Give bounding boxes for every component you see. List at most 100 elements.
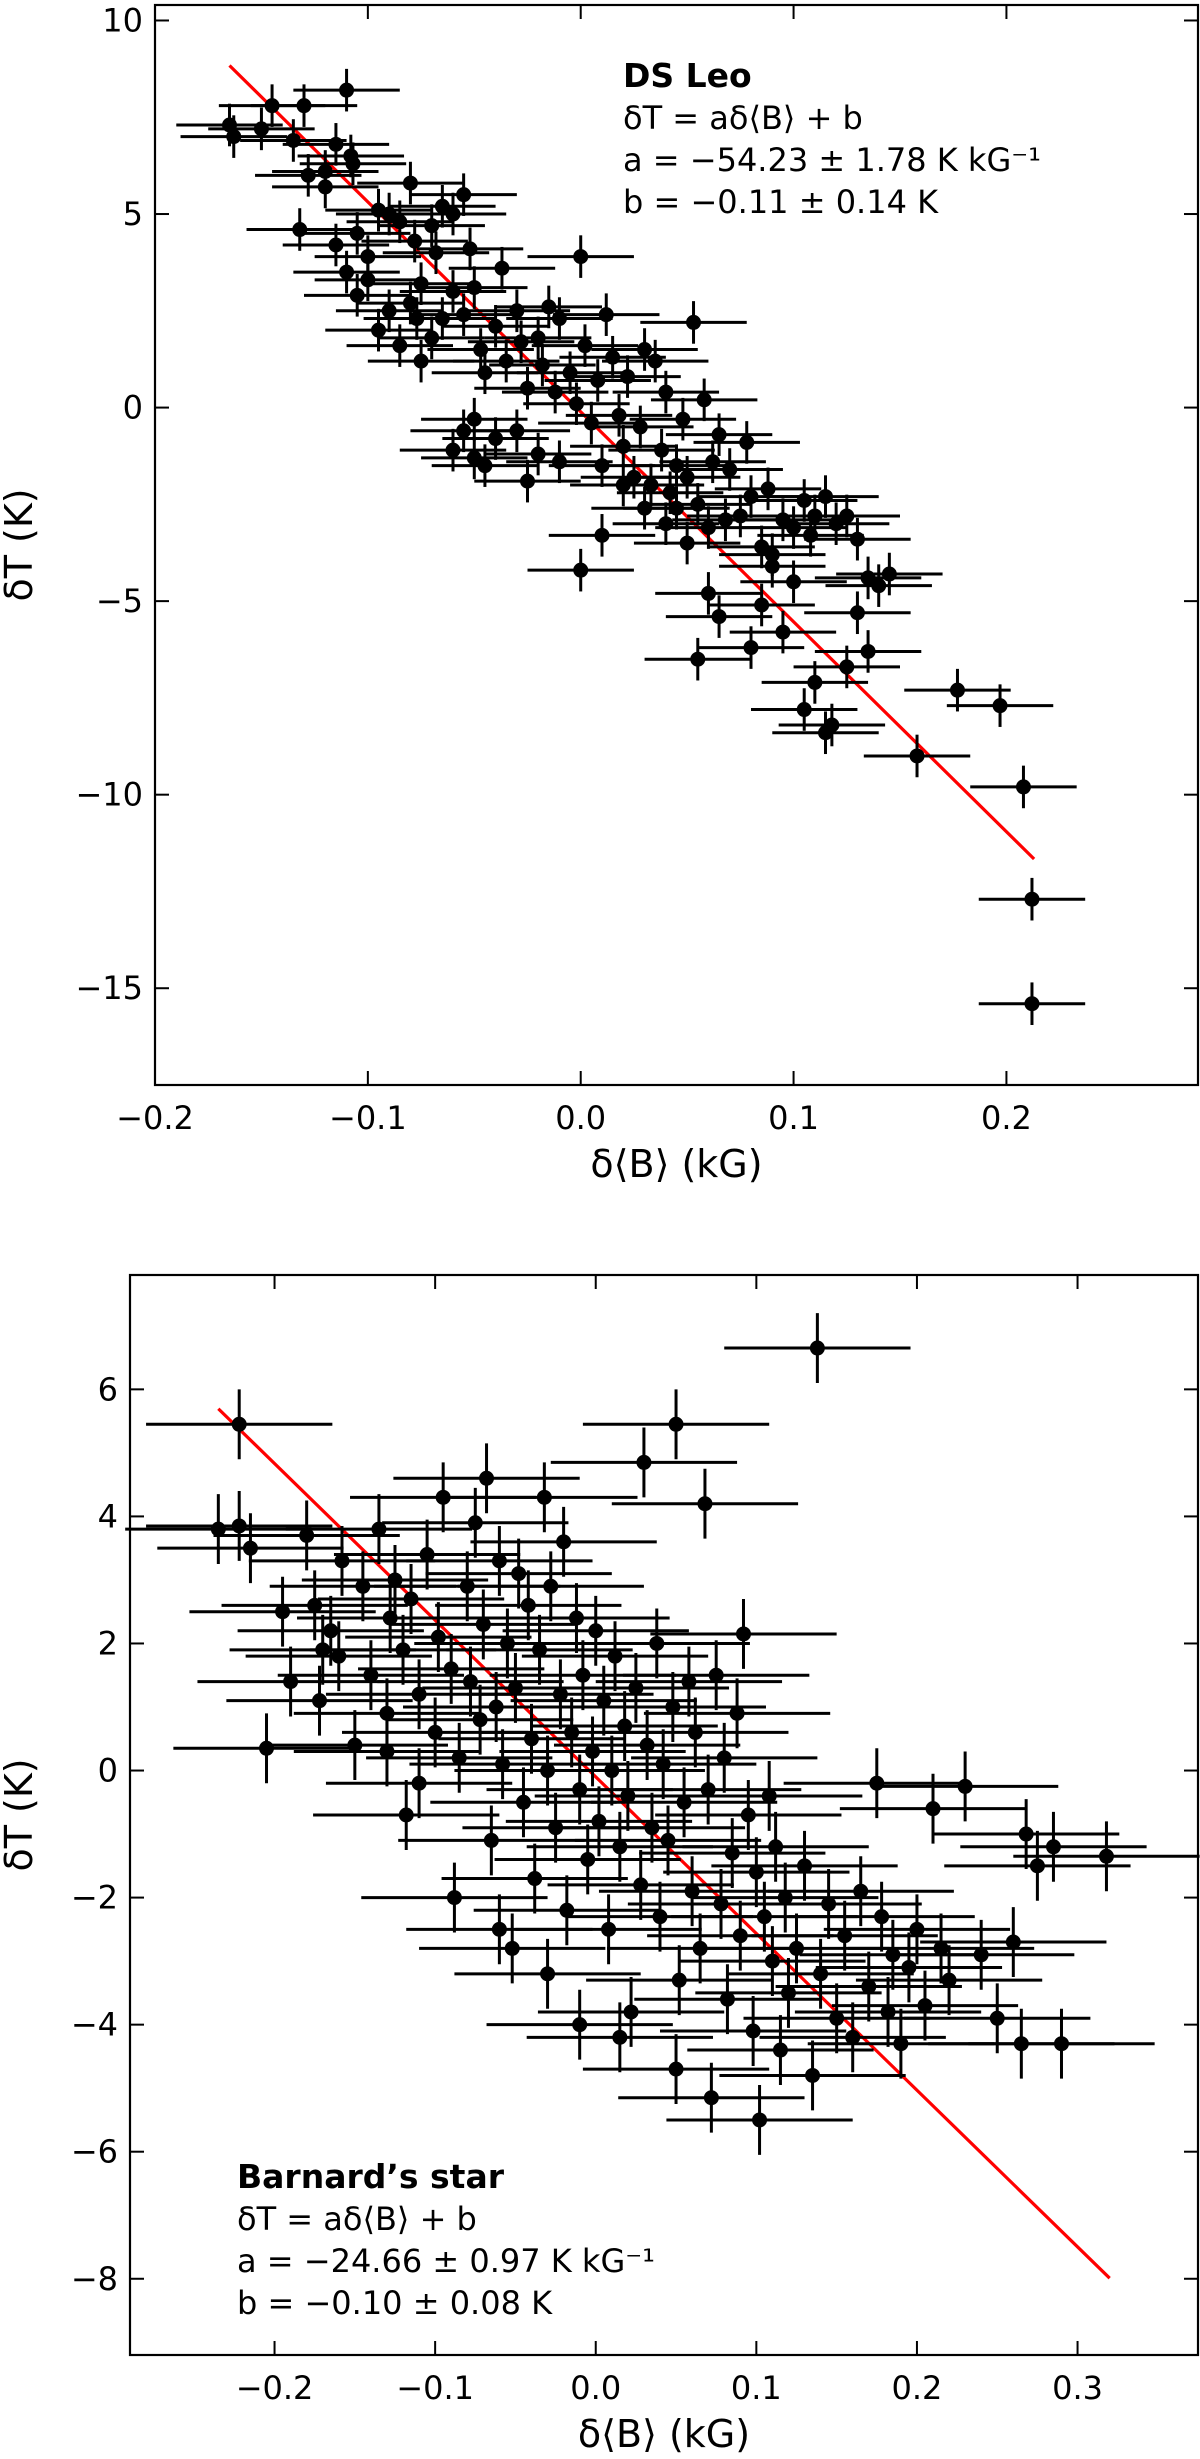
chart0-marker-108 (445, 442, 461, 458)
chart1-marker-133 (941, 1972, 957, 1988)
chart1-marker-48 (527, 1871, 543, 1887)
chart0-marker-14 (328, 237, 344, 253)
chart0-point-102 (814, 556, 922, 600)
chart1-point-101 (655, 1780, 842, 1850)
chart1-point-40 (409, 1729, 596, 1800)
chart1-point-10 (237, 1595, 424, 1666)
chart0-marker-46 (494, 260, 510, 276)
chart1-marker-128 (901, 1959, 917, 1975)
chart1-marker-81 (660, 1832, 676, 1848)
chart1-marker-94 (713, 1896, 729, 1912)
chart1-point-65 (510, 1665, 697, 1736)
chart1-point-150 (229, 1614, 416, 1685)
chart0-point-120 (633, 521, 741, 565)
chart1-marker-38 (488, 1699, 504, 1715)
chart1-point-4 (173, 1713, 360, 1784)
chart1-point-146 (454, 1938, 641, 2009)
chart0-marker-103 (881, 566, 897, 582)
chart1-point-55 (470, 1506, 657, 1577)
chart1-marker-19 (387, 1572, 403, 1588)
chart0-point-135 (814, 630, 922, 673)
chart0-point-105 (442, 417, 549, 460)
chart1-point-21 (313, 1780, 500, 1850)
chart0-marker-113 (551, 454, 567, 470)
chart0-marker-67 (620, 369, 636, 385)
chart1-ytick-label-3: −2 (71, 1879, 118, 1917)
chart0-marker-133 (839, 659, 855, 675)
chart0-marker-91 (760, 481, 776, 497)
chart1-marker-66 (601, 1921, 617, 1937)
chart1-marker-134 (957, 1778, 973, 1794)
chart1-point-44 (425, 1538, 612, 1609)
chart0-marker-72 (647, 353, 663, 369)
chart1-xtick-label-4: 0.2 (892, 2369, 943, 2407)
chart0-marker-74 (658, 384, 674, 400)
chart1-point-119 (751, 1900, 938, 1971)
chart1-point-73 (542, 1653, 730, 1723)
chart0-point-88 (693, 421, 800, 464)
chart0-point-31 (314, 258, 422, 302)
chart0-point-114 (527, 548, 634, 592)
chart0-marker-75 (662, 485, 678, 501)
chart0-marker-123 (711, 609, 727, 625)
chart1-point-147 (582, 2034, 770, 2105)
chart0-marker-119 (669, 500, 684, 516)
chart0-marker-106 (466, 450, 482, 466)
chart1-point-87 (598, 1856, 786, 1927)
chart1-marker-92 (703, 2090, 719, 2106)
chart1-marker-22 (403, 1591, 419, 1607)
chart0-point-140 (970, 765, 1077, 809)
chart0-marker-101 (849, 531, 865, 547)
chart1-point-88 (602, 1697, 789, 1768)
chart1-point-7 (213, 1500, 400, 1571)
chart0-marker-34 (392, 338, 408, 354)
chart1-ytick-label-2: −4 (71, 2006, 118, 2044)
chart0-marker-8 (328, 136, 344, 152)
chart0-marker-116 (615, 477, 631, 493)
chart1-marker-10 (323, 1623, 339, 1639)
chart0-point-13 (272, 165, 379, 209)
chart1-marker-70 (617, 1718, 633, 1734)
chart1-point-90 (611, 1468, 799, 1539)
chart1-marker-140 (1029, 1858, 1045, 1874)
chart1-marker-13 (347, 1737, 363, 1753)
chart0-point-8 (282, 123, 390, 166)
chart0-point-74 (612, 370, 720, 414)
chart1-marker-68 (607, 1648, 623, 1664)
chart0-point-125 (708, 583, 815, 627)
chart0-point-2 (208, 107, 315, 151)
chart0-marker-69 (632, 419, 648, 435)
chart0-marker-125 (754, 597, 770, 613)
chart1-point-85 (590, 1767, 778, 1838)
chart1-marker-102 (745, 2023, 761, 2039)
chart0-point-137 (863, 734, 971, 778)
chart1-marker-124 (874, 1909, 890, 1925)
chart0-xtick-label-3: 0.1 (768, 1099, 819, 1137)
chart0-ylabel: δT (K) (0, 488, 41, 601)
chart1-marker-88 (687, 1724, 703, 1740)
chart0-marker-121 (690, 651, 706, 667)
chart1-point-81 (574, 1805, 762, 1876)
chart0-marker-5 (296, 98, 312, 114)
chart1-point-19 (301, 1545, 489, 1615)
chart0-point-116 (570, 463, 677, 507)
chart0-marker-58 (573, 249, 589, 265)
chart0-marker-37 (413, 353, 429, 369)
chart1-point-39 (406, 1525, 593, 1596)
chart1-point-49 (446, 1614, 633, 1685)
chart1-marker-77 (644, 1820, 660, 1836)
chart1-marker-144 (572, 2017, 588, 2033)
chart0-marker-79 (686, 314, 702, 330)
chart1-point-67 (518, 1735, 705, 1806)
chart0-marker-11 (345, 156, 361, 172)
chart1-marker-115 (809, 1340, 825, 1356)
chart0-point-110 (463, 409, 571, 453)
chart1-point-148 (406, 1894, 593, 1965)
chart1-marker-97 (724, 1845, 740, 1861)
chart1-point-108 (682, 1811, 869, 1882)
chart1-marker-62 (585, 1743, 601, 1759)
chart1-marker-36 (479, 1470, 495, 1486)
chart0-marker-70 (637, 342, 653, 358)
chart0-marker-51 (530, 330, 546, 346)
